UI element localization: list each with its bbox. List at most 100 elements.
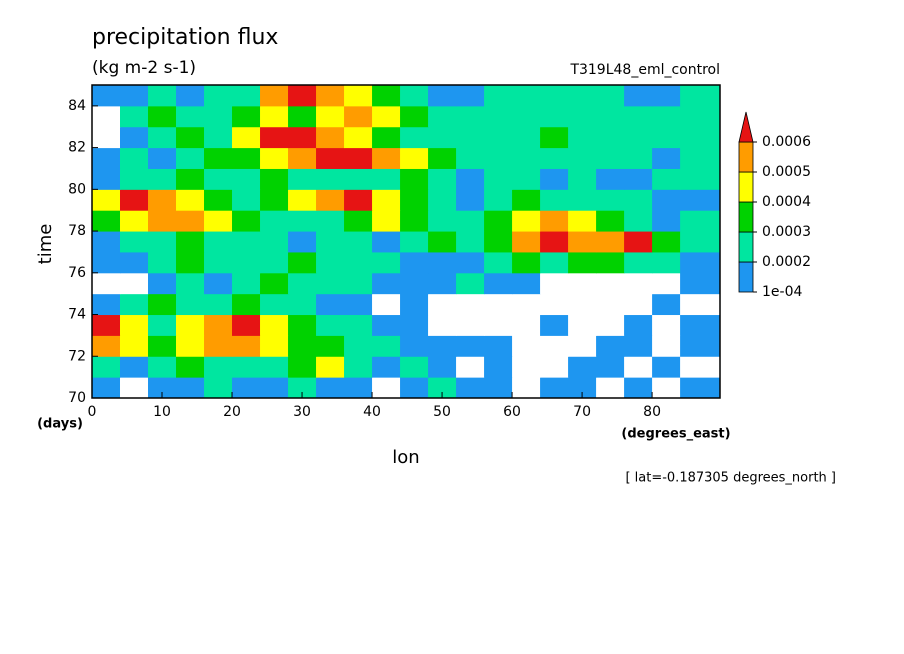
contour-cell: [344, 189, 373, 211]
contour-cell: [316, 377, 345, 399]
contour-cell: [680, 272, 721, 295]
contour-cell: [148, 168, 177, 190]
contour-cell: [176, 251, 205, 274]
contour-cell: [176, 272, 205, 295]
contour-cell: [428, 377, 457, 399]
contour-cell: [512, 231, 541, 253]
contour-cell: [260, 147, 289, 169]
contour-cell: [120, 377, 149, 399]
contour-cell: [456, 293, 485, 316]
contour-cell: [512, 377, 541, 399]
contour-cell: [428, 314, 457, 336]
contour-cell: [512, 126, 541, 149]
contour-cell: [344, 147, 373, 169]
contour-cell: [316, 272, 345, 295]
contour-cell: [204, 231, 233, 253]
contour-cell: [428, 231, 457, 253]
contour-cell: [260, 189, 289, 211]
contour-cell: [344, 251, 373, 274]
contour-cell: [148, 85, 177, 107]
contour-cell: [568, 168, 597, 190]
contour-cell: [372, 335, 401, 357]
contour-cell: [232, 314, 261, 336]
contour-cell: [484, 231, 513, 253]
contour-cell: [232, 335, 261, 357]
contour-cell: [344, 377, 373, 399]
contour-cell: [596, 168, 625, 190]
contour-cell: [120, 335, 149, 357]
x-axis-unit: (degrees_east): [621, 427, 730, 442]
contour-cell: [540, 147, 569, 169]
colorbar-label: 0.0004: [762, 194, 811, 210]
contour-cell: [372, 356, 401, 378]
contour-cell: [400, 147, 429, 169]
x-axis-label: lon: [392, 447, 419, 468]
contour-cell: [596, 147, 625, 169]
contour-cell: [596, 189, 625, 211]
contour-cell: [120, 147, 149, 169]
plot-frame: [91, 84, 721, 399]
contour-cell: [204, 251, 233, 274]
contour-cell: [400, 168, 429, 190]
contour-cell: [288, 251, 317, 274]
contour-cell: [540, 356, 569, 378]
contour-cell: [372, 251, 401, 274]
contour-cell: [540, 231, 569, 253]
contour-cell: [680, 377, 721, 399]
contour-cell: [624, 168, 653, 190]
contour-cell: [624, 335, 653, 357]
contour-cell: [204, 126, 233, 149]
contour-cell: [260, 105, 289, 128]
contour-cell: [316, 147, 345, 169]
contour-cell: [652, 210, 681, 232]
contour-cell: [204, 85, 233, 107]
x-tick-label: 50: [433, 404, 451, 420]
contour-cell: [232, 85, 261, 107]
contour-cell: [344, 231, 373, 253]
contour-cell: [316, 85, 345, 107]
contour-cell: [512, 168, 541, 190]
contour-cell: [344, 85, 373, 107]
contour-cell: [176, 356, 205, 378]
contour-cell: [456, 147, 485, 169]
x-tick-label: 70: [573, 404, 591, 420]
contour-cell: [372, 85, 401, 107]
contour-cell: [400, 335, 429, 357]
contour-cell: [120, 85, 149, 107]
contour-cell: [260, 335, 289, 357]
contour-cell: [652, 272, 681, 295]
contour-cell: [232, 210, 261, 232]
contour-cell: [316, 335, 345, 357]
contour-cell: [148, 189, 177, 211]
contour-cell: [92, 85, 121, 107]
chart-subtitle: (kg m-2 s-1): [92, 58, 196, 78]
contour-cell: [260, 314, 289, 336]
colorbar-swatch: [738, 261, 754, 293]
contour-cell: [148, 251, 177, 274]
contour-cell: [568, 356, 597, 378]
contour-cell: [484, 210, 513, 232]
x-tick-label: 80: [643, 404, 661, 420]
contour-cell: [652, 147, 681, 169]
y-tick-label: 76: [68, 265, 86, 281]
contour-cell: [400, 189, 429, 211]
x-tick-label: 60: [503, 404, 521, 420]
contour-cell: [568, 272, 597, 295]
contour-cell: [92, 272, 121, 295]
contour-cell: [176, 377, 205, 399]
footnote: [ lat=-0.187305 degrees_north ]: [625, 471, 836, 486]
contour-cell: [232, 293, 261, 316]
contour-cell: [680, 168, 721, 190]
contour-cell: [624, 210, 653, 232]
contour-cell: [372, 168, 401, 190]
contour-cell: [204, 293, 233, 316]
contour-cell: [484, 314, 513, 336]
contour-cell: [680, 314, 721, 336]
contour-cell: [652, 251, 681, 274]
contour-cell: [596, 231, 625, 253]
contour-cell: [372, 231, 401, 253]
contour-cell: [148, 147, 177, 169]
contour-cell: [484, 189, 513, 211]
contour-cell: [428, 168, 457, 190]
contour-cell: [92, 147, 121, 169]
